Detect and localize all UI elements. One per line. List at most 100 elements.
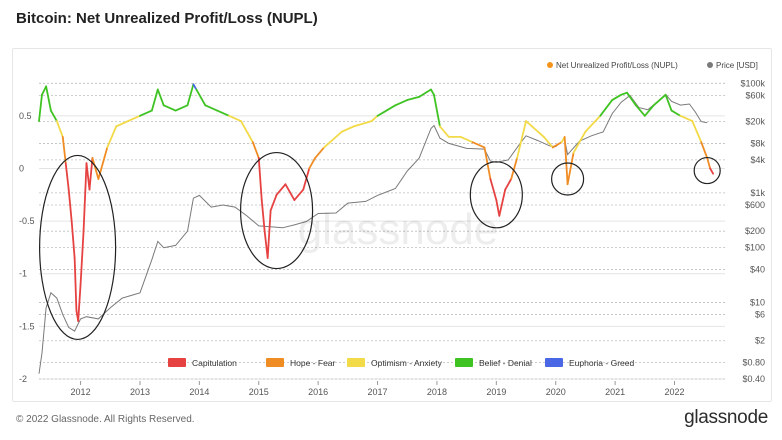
zone-legend-swatch	[545, 358, 563, 367]
nupl-segment	[376, 104, 397, 117]
nupl-segment	[88, 157, 94, 191]
nupl-segment	[510, 157, 519, 180]
nupl-segment	[260, 199, 266, 233]
left-tick-label: -1	[19, 269, 27, 279]
nupl-segment	[216, 109, 230, 117]
nupl-segment	[643, 104, 655, 117]
nupl-segment	[439, 125, 450, 138]
nupl-segment	[174, 104, 189, 112]
zone-legend-label[interactable]: Optimism - Anxiety	[371, 358, 443, 368]
right-axis-ticks: $100k $60k $20k $8k $4k $1k $600 $200 $100 $40 $10…	[740, 78, 765, 384]
nupl-segment	[61, 135, 67, 165]
nupl-segment	[551, 141, 563, 149]
nupl-segment	[531, 125, 545, 138]
zone-legend[interactable]: Capitulation Hope - Fear Optimism - Anxiet…	[168, 358, 634, 368]
left-tick-label: 0	[19, 163, 24, 173]
zone-legend-swatch	[168, 358, 186, 367]
highlight-circle	[239, 151, 314, 270]
right-tick-label: $60k	[745, 90, 765, 100]
nupl-segment	[406, 95, 421, 101]
chart-panel: 0.5 0 -0.5 -1 -1.5 -2 $100k $60k $20k $8k $4k $1k $…	[12, 48, 772, 402]
nupl-segment	[41, 85, 48, 96]
nupl-segment	[186, 83, 195, 107]
price-legend-label[interactable]: Price [USD]	[716, 61, 758, 70]
zone-legend-label[interactable]: Capitulation	[192, 358, 237, 368]
nupl-segment	[150, 88, 159, 112]
nupl-segment	[516, 120, 527, 159]
nupl-segment	[706, 157, 712, 170]
nupl-series	[38, 83, 715, 323]
zone-legend-swatch	[455, 358, 473, 367]
nupl-segment	[79, 230, 85, 286]
nupl-segment	[498, 188, 507, 217]
nupl-segment	[55, 120, 64, 138]
highlight-circle	[39, 154, 117, 341]
top-legend[interactable]: Net Unrealized Profit/Loss (NUPL) Price […	[547, 61, 758, 70]
right-tick-label: $4k	[750, 155, 765, 165]
x-axis-ticks: 2012 2013 2014 2015 2016 2017 2018 2019 2020 2021…	[71, 381, 685, 397]
nupl-segment	[418, 88, 432, 98]
left-tick-label: 0.5	[19, 111, 32, 121]
nupl-segment	[542, 135, 554, 149]
nupl-segment	[70, 220, 76, 259]
price-legend-dot	[707, 62, 713, 68]
nupl-chart: 0.50-0.5-1-1.5-2 $100k$60k$20k$8k$4k$1k$…	[19, 61, 765, 397]
nupl-segment	[73, 257, 78, 312]
x-tick-label: 2022	[664, 387, 684, 397]
nupl-segment	[352, 120, 373, 128]
left-axis-ticks: 0.5 0 -0.5 -1 -1.5 -2	[19, 111, 35, 384]
right-tick-label: $0.80	[742, 358, 765, 368]
nupl-segment	[709, 167, 715, 175]
nupl-segment	[192, 83, 198, 91]
right-tick-label: $600	[745, 200, 765, 210]
highlight-circle	[693, 156, 721, 185]
nupl-segment	[370, 114, 379, 123]
nupl-segment	[275, 183, 287, 196]
nupl-segment	[489, 178, 498, 201]
right-tick-label: $100k	[740, 78, 765, 88]
right-tick-label: $40	[750, 264, 765, 274]
x-tick-label: 2015	[249, 387, 269, 397]
nupl-segment	[115, 120, 129, 128]
page-title: Bitcoin: Net Unrealized Profit/Loss (NUP…	[16, 10, 318, 27]
nupl-segment	[459, 135, 474, 144]
nupl-segment	[670, 109, 682, 117]
nupl-segment	[430, 88, 435, 96]
price-line	[38, 93, 708, 374]
zone-legend-swatch	[347, 358, 365, 367]
left-tick-label: -1.5	[19, 321, 35, 331]
nupl-segment	[525, 120, 533, 128]
highlight-circle	[551, 162, 585, 196]
zone-legend-label[interactable]: Euphoria - Greed	[569, 358, 634, 368]
nupl-segment	[495, 199, 501, 217]
nupl-segment	[323, 130, 343, 149]
nupl-segment	[38, 93, 43, 123]
brand-logo[interactable]: glassnode	[684, 407, 768, 428]
nupl-segment	[433, 93, 441, 128]
nupl-segment	[341, 125, 355, 133]
nupl-legend-label[interactable]: Net Unrealized Profit/Loss (NUPL)	[556, 61, 678, 70]
nupl-segment	[195, 88, 207, 107]
highlight-circle	[469, 161, 523, 229]
nupl-segment	[228, 114, 242, 123]
nupl-segment	[204, 104, 219, 112]
nupl-segment	[679, 114, 694, 123]
x-tick-label: 2012	[71, 387, 91, 397]
x-tick-label: 2017	[368, 387, 388, 397]
nupl-segment	[572, 130, 587, 154]
nupl-segment	[91, 157, 100, 180]
nupl-segment	[257, 157, 263, 201]
x-tick-label: 2016	[308, 387, 328, 397]
left-tick-label: -0.5	[19, 216, 35, 226]
nupl-segment	[293, 188, 305, 201]
right-tick-label: $20k	[745, 117, 765, 127]
nupl-segment	[49, 109, 58, 123]
left-tick-label: -2	[19, 374, 27, 384]
nupl-segment	[626, 91, 637, 107]
zone-legend-label[interactable]: Hope - Fear	[290, 358, 336, 368]
nupl-segment	[691, 120, 703, 144]
zone-legend-label[interactable]: Belief - Denial	[479, 358, 532, 368]
nupl-segment	[584, 114, 602, 133]
nupl-segment	[139, 109, 153, 117]
nupl-segment	[85, 162, 91, 191]
